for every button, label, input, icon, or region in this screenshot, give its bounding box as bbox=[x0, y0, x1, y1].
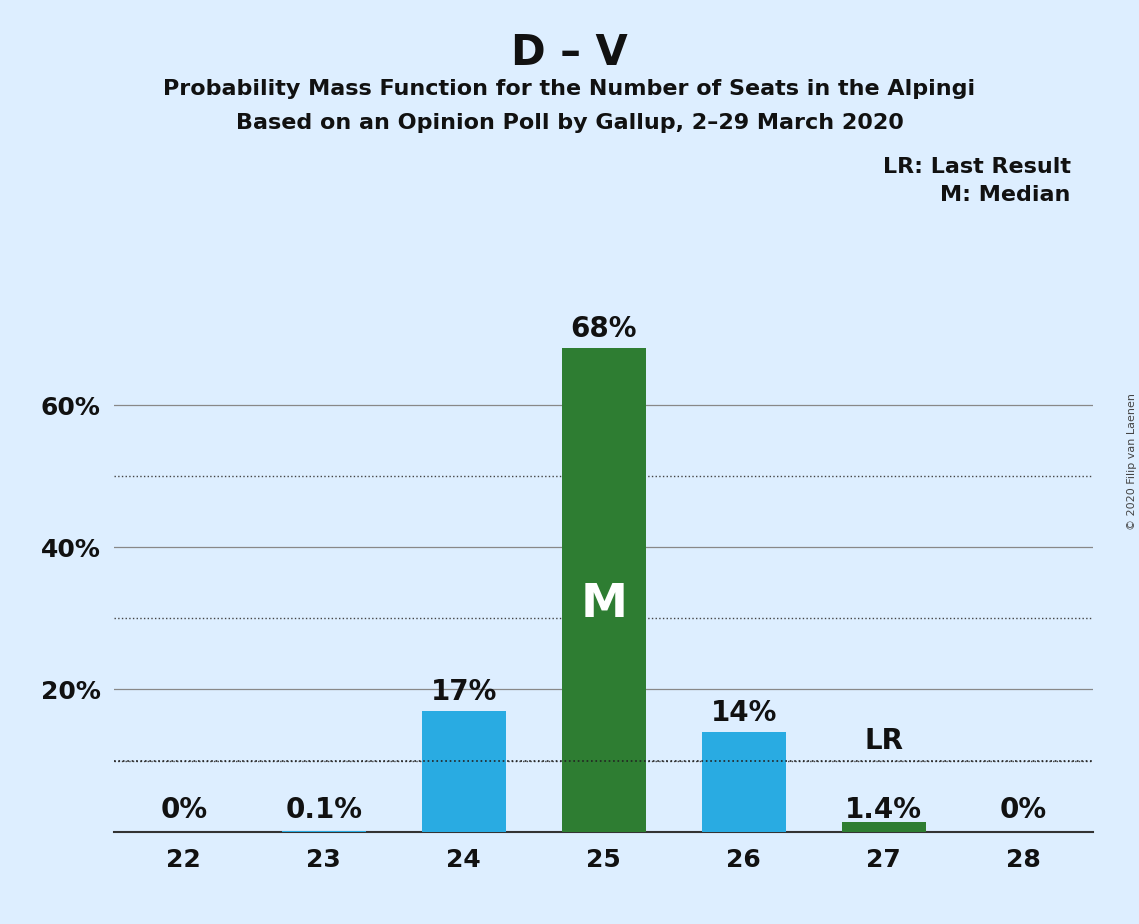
Text: Based on an Opinion Poll by Gallup, 2–29 March 2020: Based on an Opinion Poll by Gallup, 2–29… bbox=[236, 113, 903, 133]
Text: © 2020 Filip van Laenen: © 2020 Filip van Laenen bbox=[1126, 394, 1137, 530]
Text: 68%: 68% bbox=[571, 315, 637, 344]
Text: D – V: D – V bbox=[511, 32, 628, 74]
Text: M: M bbox=[580, 582, 628, 627]
Bar bbox=[421, 711, 506, 832]
Text: Probability Mass Function for the Number of Seats in the Alpingi: Probability Mass Function for the Number… bbox=[163, 79, 976, 99]
Text: 1.4%: 1.4% bbox=[845, 796, 923, 824]
Text: 0%: 0% bbox=[1000, 796, 1047, 824]
Text: 14%: 14% bbox=[711, 699, 777, 727]
Text: 0.1%: 0.1% bbox=[285, 796, 362, 824]
Text: LR: LR bbox=[865, 727, 903, 755]
Text: LR: Last Result: LR: Last Result bbox=[883, 157, 1071, 177]
Bar bbox=[562, 348, 646, 832]
Text: M: Median: M: Median bbox=[941, 185, 1071, 205]
Text: 0%: 0% bbox=[161, 796, 207, 824]
Text: 17%: 17% bbox=[431, 678, 497, 706]
Bar bbox=[702, 732, 786, 832]
Bar bbox=[842, 821, 926, 832]
